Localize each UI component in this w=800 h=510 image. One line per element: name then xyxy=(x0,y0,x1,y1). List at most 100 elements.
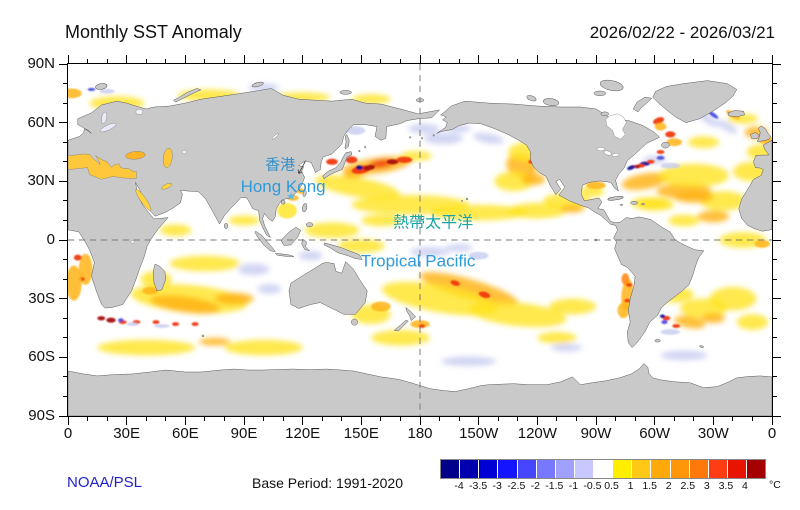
lake-victoria xyxy=(130,240,135,244)
land-devon xyxy=(593,90,607,96)
sst-anomaly-blob xyxy=(381,281,498,316)
y-axis-tick-right xyxy=(773,376,777,378)
x-axis-tick-top xyxy=(360,55,362,63)
lake-baikal xyxy=(271,133,279,140)
y-axis-tick-left xyxy=(59,122,67,124)
x-axis-tick-top xyxy=(184,55,186,63)
land-novaya-zemlya xyxy=(173,88,202,103)
sst-anomaly-blob xyxy=(257,284,282,294)
colorbar-cell xyxy=(613,460,632,478)
colorbar-tick-label: 1.5 xyxy=(642,480,657,492)
x-axis-tick-top xyxy=(302,55,304,63)
land-australia xyxy=(288,261,368,315)
land-borneo xyxy=(280,227,301,246)
x-axis-tick-top xyxy=(341,59,343,63)
sst-anomaly-blob xyxy=(658,163,729,188)
lake-erie-ontario xyxy=(611,153,620,157)
sst-anomaly-blob xyxy=(626,283,633,287)
sst-anomaly-blob xyxy=(633,164,641,169)
sst-anomaly-blob xyxy=(78,253,93,285)
colorbar-tick-label: -3.5 xyxy=(469,480,488,492)
y-axis-tick-left xyxy=(63,161,67,163)
colorbar-cell xyxy=(460,460,479,478)
y-axis-tick-left xyxy=(63,376,67,378)
sst-anomaly-blob xyxy=(586,181,606,190)
tropical-pacific-label-zh: 熱帶太平洋 xyxy=(393,213,473,231)
y-axis-tick-right xyxy=(773,102,777,104)
y-axis-tick-left xyxy=(59,239,67,241)
x-axis-tick-bottom xyxy=(771,417,773,425)
land-kuril-2 xyxy=(364,146,367,149)
colorbar-cell xyxy=(689,460,708,478)
y-axis-tick-left xyxy=(63,317,67,319)
sst-anomaly-blob xyxy=(627,165,636,170)
x-axis-tick-top xyxy=(243,55,245,63)
sea-black xyxy=(125,151,146,160)
x-axis-tick-top xyxy=(321,59,323,63)
y-axis-tick-left xyxy=(63,141,67,143)
sst-anomaly-blob xyxy=(674,315,706,329)
x-axis-label: 0 xyxy=(767,425,777,442)
land-falklands xyxy=(654,339,661,343)
sst-anomaly-blob xyxy=(672,324,681,328)
hong-kong-star-marker: ★ xyxy=(286,191,296,203)
page-title: Monthly SST Anomaly xyxy=(65,22,242,42)
land-puerto-rico xyxy=(640,203,645,206)
y-axis-tick-left xyxy=(63,102,67,104)
sst-anomaly-blob xyxy=(154,324,170,328)
y-axis-label: 90S xyxy=(28,407,55,424)
y-axis-tick-right xyxy=(773,259,777,261)
base-period-label: Base Period: 1991-2020 xyxy=(252,475,403,491)
y-axis-tick-right xyxy=(773,278,777,280)
sst-anomaly-blob xyxy=(371,329,430,346)
colorbar-cell xyxy=(747,460,766,478)
sst-anomaly-blob xyxy=(469,301,567,328)
x-axis-tick-top xyxy=(556,59,558,63)
colorbar-tick-label: 2.5 xyxy=(680,480,696,492)
x-axis-tick-top xyxy=(165,59,167,63)
y-axis-tick-left xyxy=(63,219,67,221)
y-axis-tick-left xyxy=(59,298,67,300)
sea-baltic xyxy=(99,122,117,133)
sea-bothnia xyxy=(101,111,108,124)
sst-anomaly-blob xyxy=(150,295,221,314)
x-axis-label: 120W xyxy=(517,425,557,442)
sst-anomaly-blob xyxy=(408,123,440,134)
y-axis-tick-right xyxy=(773,239,781,241)
y-axis-tick-left xyxy=(63,259,67,261)
y-axis-tick-left xyxy=(63,337,67,339)
y-axis-tick-right xyxy=(773,122,781,124)
y-axis-tick-right xyxy=(773,415,781,417)
colorbar-tick-label: 3 xyxy=(703,480,710,492)
sst-anomaly-blob xyxy=(419,272,518,306)
y-axis-tick-right xyxy=(773,219,777,221)
x-axis-label: 30E xyxy=(113,425,141,442)
land-kuril-1 xyxy=(358,149,361,153)
land-baffin xyxy=(632,97,652,113)
sst-anomaly-blob xyxy=(277,202,297,219)
sst-anomaly-blob xyxy=(666,138,683,147)
source-credit[interactable]: NOAA/PSL xyxy=(67,474,143,491)
land-afro-eurasia xyxy=(68,88,440,309)
colorbar-unit: °C xyxy=(769,479,781,491)
y-axis-tick-right xyxy=(773,356,781,358)
colorbar-cell xyxy=(670,460,689,478)
sst-anomaly-blob xyxy=(660,162,681,169)
x-axis-tick-bottom xyxy=(615,417,617,421)
colorbar-tick-label: -1.5 xyxy=(545,480,564,492)
land-victoria-island xyxy=(543,98,560,107)
sst-anomaly-blob xyxy=(560,204,585,213)
x-axis-tick-bottom xyxy=(439,417,441,421)
x-axis-label: 120E xyxy=(285,425,321,442)
map-annotations: 香港 Hong Kong ★ 熱帶太平洋 Tropical Pacific xyxy=(241,157,476,271)
x-axis-tick-top xyxy=(106,59,108,63)
colorbar-cell xyxy=(517,460,536,478)
sea-white xyxy=(135,108,144,115)
land-hainan xyxy=(280,200,286,205)
x-axis-tick-top xyxy=(399,59,401,63)
sst-anomaly-blob xyxy=(68,265,82,301)
land-southampton xyxy=(600,111,609,117)
hong-kong-label-zh: 香港 xyxy=(265,157,295,174)
sst-anomaly-blob xyxy=(661,320,668,325)
colorbar-tick-label: -2 xyxy=(530,480,540,492)
